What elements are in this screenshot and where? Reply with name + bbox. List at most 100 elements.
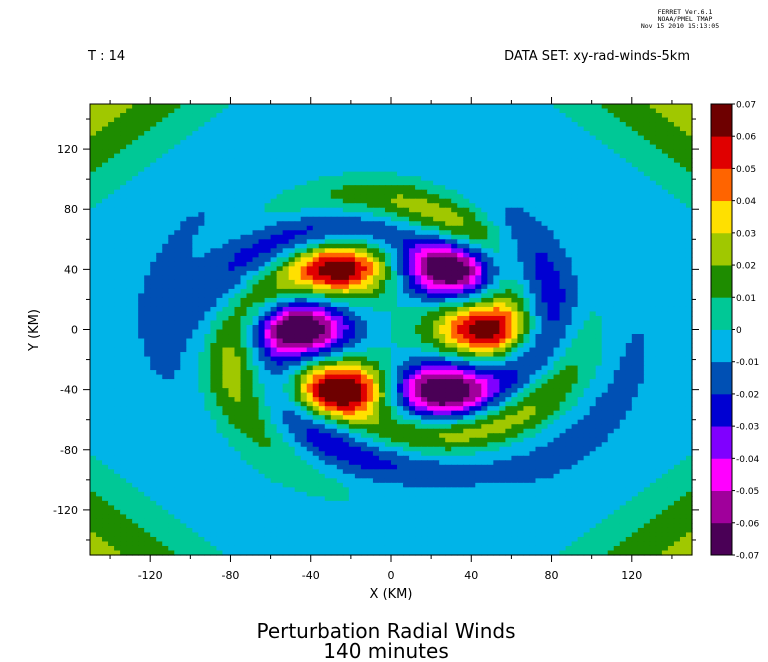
heatmap-cell	[180, 297, 187, 304]
heatmap-cell	[577, 104, 585, 110]
heatmap-cell	[499, 243, 506, 249]
heatmap-cell	[330, 212, 338, 218]
heatmap-cell	[487, 135, 494, 141]
heatmap-cell	[222, 216, 230, 222]
heatmap-cell	[541, 149, 549, 155]
heatmap-cell	[198, 234, 205, 240]
heatmap-cell	[180, 311, 187, 317]
heatmap-cell	[505, 288, 512, 295]
heatmap-cell	[457, 266, 464, 272]
heatmap-cell	[583, 113, 591, 119]
heatmap-cell	[409, 122, 416, 128]
heatmap-cell	[655, 221, 663, 227]
heatmap-cell	[601, 122, 609, 128]
heatmap-cell	[288, 113, 296, 119]
heatmap-cell	[312, 171, 320, 177]
heatmap-cell	[481, 243, 488, 249]
heatmap-cell	[108, 104, 115, 110]
heatmap-cell	[330, 104, 338, 110]
heatmap-cell	[306, 176, 314, 182]
heatmap-cell	[469, 189, 476, 195]
heatmap-cell	[300, 302, 308, 308]
heatmap-cell	[384, 153, 392, 159]
heatmap-cell	[234, 306, 242, 313]
heatmap-cell	[294, 252, 302, 258]
heatmap-cell	[234, 275, 242, 281]
heatmap-cell	[312, 198, 320, 204]
heatmap-cell	[619, 306, 627, 313]
heatmap-cell	[559, 117, 567, 123]
heatmap-cell	[198, 135, 205, 141]
heatmap-cell	[643, 261, 651, 267]
heatmap-cell	[240, 180, 248, 186]
heatmap-cell	[306, 167, 314, 173]
heatmap-cell	[222, 266, 230, 272]
heatmap-cell	[451, 221, 458, 227]
heatmap-cell	[439, 212, 446, 218]
heatmap-cell	[174, 234, 181, 240]
heatmap-cell	[108, 252, 115, 258]
heatmap-cell	[354, 261, 362, 267]
heatmap-cell	[384, 270, 392, 276]
heatmap-cell	[427, 270, 434, 276]
heatmap-cell	[667, 198, 675, 204]
heatmap-cell	[649, 279, 657, 285]
heatmap-cell	[216, 203, 224, 209]
heatmap-cell	[312, 266, 320, 272]
heatmap-cell	[240, 104, 248, 110]
heatmap-cell	[252, 225, 260, 231]
heatmap-cell	[180, 257, 187, 263]
heatmap-cell	[102, 117, 109, 123]
heatmap-cell	[330, 261, 338, 267]
heatmap-cell	[96, 149, 103, 155]
heatmap-cell	[192, 257, 199, 263]
heatmap-cell	[372, 230, 380, 236]
heatmap-cell	[234, 194, 242, 200]
heatmap-cell	[174, 108, 181, 114]
heatmap-cell	[108, 176, 115, 182]
heatmap-cell	[595, 144, 603, 150]
heatmap-cell	[685, 167, 693, 173]
heatmap-cell	[372, 126, 380, 132]
heatmap-cell	[258, 122, 266, 128]
heatmap-cell	[643, 270, 651, 276]
heatmap-cell	[481, 248, 488, 254]
heatmap-cell	[625, 117, 633, 123]
heatmap-cell	[336, 185, 344, 191]
heatmap-cell	[619, 225, 627, 231]
heatmap-cell	[601, 203, 609, 209]
heatmap-cell	[222, 279, 230, 285]
heatmap-cell	[144, 189, 151, 195]
heatmap-cell	[481, 293, 488, 299]
heatmap-cell	[595, 284, 603, 290]
heatmap-cell	[529, 108, 537, 114]
heatmap-cell	[288, 207, 296, 213]
heatmap-cell	[619, 324, 627, 331]
heatmap-cell	[330, 230, 338, 236]
heatmap-cell	[619, 212, 627, 218]
heatmap-cell	[529, 140, 537, 146]
heatmap-cell	[415, 149, 422, 155]
heatmap-cell	[96, 171, 103, 177]
heatmap-cell	[577, 293, 585, 299]
heatmap-cell	[90, 144, 97, 150]
heatmap-cell	[108, 171, 115, 177]
heatmap-cell	[559, 275, 567, 281]
heatmap-cell	[445, 275, 452, 281]
heatmap-cell	[559, 203, 567, 209]
heatmap-cell	[336, 248, 344, 254]
heatmap-cell	[607, 194, 615, 200]
heatmap-cell	[505, 234, 512, 240]
heatmap-cell	[378, 293, 386, 299]
heatmap-cell	[294, 306, 302, 313]
heatmap-cell	[541, 293, 549, 299]
heatmap-cell	[162, 248, 169, 254]
heatmap-cell	[571, 216, 579, 222]
heatmap-cell	[114, 315, 121, 322]
heatmap-cell	[318, 279, 326, 285]
heatmap-cell	[613, 270, 621, 276]
heatmap-cell	[96, 131, 103, 137]
heatmap-cell	[120, 113, 127, 119]
heatmap-cell	[451, 108, 458, 114]
heatmap-cell	[529, 185, 537, 191]
